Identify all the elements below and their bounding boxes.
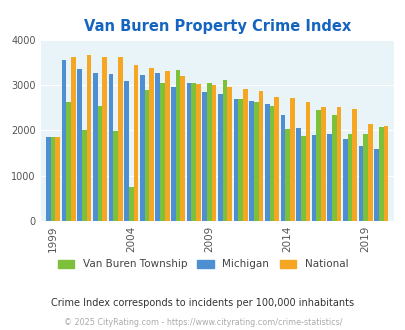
Bar [253, 102, 258, 221]
Bar [71, 57, 76, 221]
Bar [171, 87, 175, 221]
Bar [175, 70, 180, 221]
Bar [280, 115, 284, 221]
Bar [326, 134, 331, 221]
Bar [320, 107, 325, 221]
Bar [66, 102, 71, 221]
Text: Crime Index corresponds to incidents per 100,000 inhabitants: Crime Index corresponds to incidents per… [51, 298, 354, 308]
Bar [233, 100, 238, 221]
Bar [238, 99, 243, 221]
Bar [222, 81, 227, 221]
Bar [160, 83, 164, 221]
Bar [180, 76, 185, 221]
Bar [305, 102, 309, 221]
Bar [315, 110, 320, 221]
Bar [367, 123, 372, 221]
Bar [164, 71, 169, 221]
Bar [373, 149, 378, 221]
Bar [144, 90, 149, 221]
Bar [362, 134, 367, 221]
Bar [196, 84, 200, 221]
Bar [113, 131, 118, 221]
Bar [149, 68, 153, 221]
Bar [274, 97, 278, 221]
Bar [133, 65, 138, 221]
Bar [352, 110, 356, 221]
Bar [243, 89, 247, 221]
Bar [336, 107, 341, 221]
Bar [249, 101, 253, 221]
Bar [191, 83, 196, 221]
Bar [207, 83, 211, 221]
Bar [102, 57, 107, 221]
Bar [211, 85, 216, 221]
Bar [227, 87, 232, 221]
Text: © 2025 CityRating.com - https://www.cityrating.com/crime-statistics/: © 2025 CityRating.com - https://www.city… [64, 318, 341, 327]
Bar [269, 106, 274, 221]
Bar [358, 146, 362, 221]
Bar [383, 126, 388, 221]
Bar [93, 73, 98, 221]
Bar [300, 136, 305, 221]
Bar [347, 134, 352, 221]
Bar [295, 128, 300, 221]
Bar [342, 139, 347, 221]
Bar [98, 106, 102, 221]
Bar [378, 127, 383, 221]
Bar [82, 130, 87, 221]
Legend: Van Buren Township, Michigan, National: Van Buren Township, Michigan, National [53, 255, 352, 274]
Bar [108, 74, 113, 221]
Bar [284, 129, 289, 221]
Bar [51, 137, 55, 221]
Bar [186, 83, 191, 221]
Bar [77, 69, 82, 221]
Bar [264, 104, 269, 221]
Bar [258, 91, 263, 221]
Title: Van Buren Property Crime Index: Van Buren Property Crime Index [83, 19, 350, 34]
Bar [139, 76, 144, 221]
Bar [331, 115, 336, 221]
Bar [217, 94, 222, 221]
Bar [311, 135, 315, 221]
Bar [118, 57, 122, 221]
Bar [155, 73, 160, 221]
Bar [128, 187, 133, 221]
Bar [202, 92, 207, 221]
Bar [289, 98, 294, 221]
Bar [87, 55, 91, 221]
Bar [62, 59, 66, 221]
Bar [55, 137, 60, 221]
Bar [46, 137, 51, 221]
Bar [124, 81, 128, 221]
